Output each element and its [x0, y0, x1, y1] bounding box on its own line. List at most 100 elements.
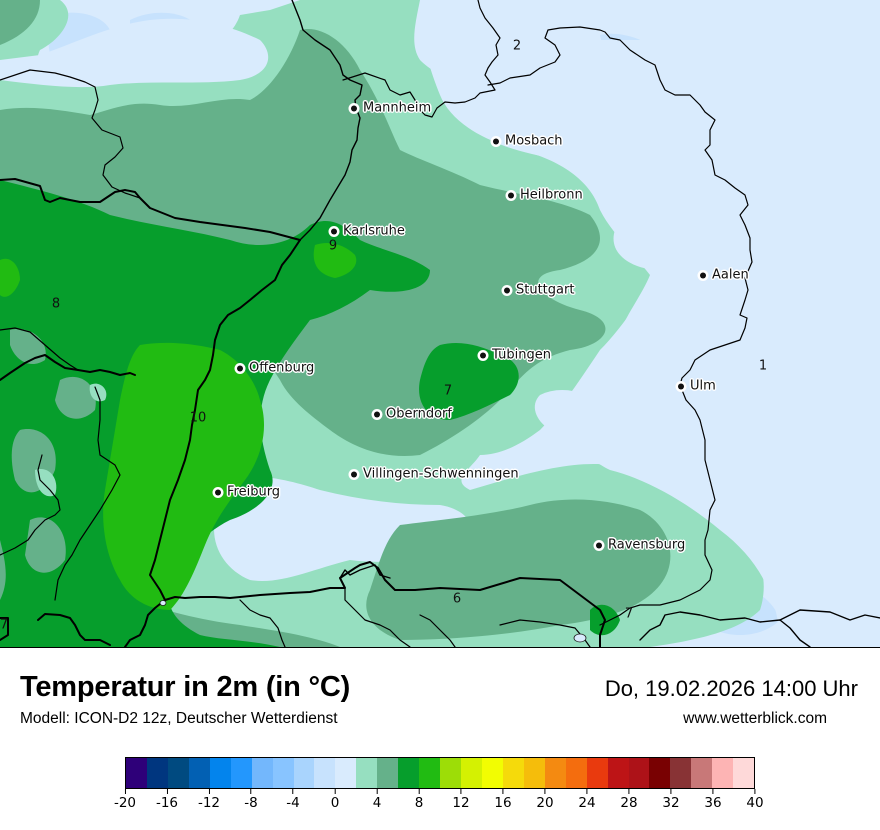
forecast-datetime: Do, 19.02.2026 14:00 Uhr	[604, 676, 858, 701]
city-dot-icon	[508, 192, 514, 198]
city-label-stuttgart: Stuttgart	[504, 283, 574, 298]
colorbar-segment	[461, 758, 482, 788]
tick-mark	[712, 789, 714, 794]
city-dot-icon	[678, 383, 684, 389]
isotherm-label: 6	[452, 591, 462, 607]
city-dot-icon	[351, 105, 357, 111]
colorbar-segment	[523, 758, 545, 788]
tick-mark	[166, 789, 168, 794]
city-dot-icon	[596, 542, 602, 548]
city-dot-icon	[700, 272, 706, 278]
tick-label: -4	[286, 795, 300, 811]
colorbar-segment	[293, 758, 315, 788]
tick-mark	[628, 789, 630, 794]
city-dot-icon	[351, 471, 357, 477]
colorbar-segment	[565, 758, 587, 788]
city-name: Stuttgart	[516, 282, 575, 298]
colorbar-segment	[251, 758, 273, 788]
colorbar-tick: 4	[372, 789, 382, 811]
city-dot-icon	[493, 138, 499, 144]
colorbar-segment	[440, 758, 461, 788]
tick-label: -16	[155, 795, 179, 811]
colorbar-segment	[188, 758, 210, 788]
colorbar-segment	[712, 758, 734, 788]
tick-mark	[292, 789, 294, 794]
city-name: Mannheim	[363, 100, 432, 116]
colorbar-tick: 20	[536, 789, 554, 811]
colorbar-segment	[146, 758, 168, 788]
colorbar-tick: 40	[746, 789, 764, 811]
tick-mark	[544, 789, 546, 794]
city-dot-icon	[237, 365, 243, 371]
isotherm-label: 7	[443, 383, 453, 399]
colorbar-segment	[167, 758, 189, 788]
tick-label: 0	[330, 795, 340, 811]
colorbar-segment	[586, 758, 608, 788]
city-label-mosbach: Mosbach	[493, 134, 563, 149]
isotherm-label: 7	[0, 617, 9, 633]
colorbar-tick: 0	[330, 789, 340, 811]
city-dot-icon	[480, 352, 486, 358]
city-name: Karlsruhe	[343, 223, 405, 239]
colorbar-segment	[649, 758, 671, 788]
city-label-karlsruhe: Karlsruhe	[331, 224, 405, 239]
tick-mark	[250, 789, 252, 794]
colorbar-segment	[272, 758, 294, 788]
isotherm-label: 2	[512, 38, 522, 54]
city-dot-icon	[374, 411, 380, 417]
colorbar-tick: 36	[704, 789, 722, 811]
colorbar-tick: -20	[114, 789, 136, 811]
tick-label: 28	[620, 795, 638, 811]
city-name: Heilbronn	[520, 187, 583, 203]
colorbar-tick: -8	[244, 789, 258, 811]
city-label-aalen: Aalen	[700, 268, 749, 283]
city-label-tuebingen: Tübingen	[480, 348, 551, 363]
model-subtitle: Modell: ICON-D2 12z, Deutscher Wetterdie…	[20, 710, 338, 727]
city-name: Offenburg	[249, 360, 315, 376]
temperature-map: Mannheim Mosbach Heilbronn Karlsruhe Aal…	[0, 0, 880, 648]
city-dot-icon	[215, 489, 221, 495]
colorbar-segment	[419, 758, 441, 788]
tick-mark	[334, 789, 336, 794]
city-label-villingen-schwenningen: Villingen-Schwenningen	[351, 467, 519, 482]
isotherm-label: 1	[758, 358, 768, 374]
map-title: Temperatur in 2m (in °C)	[20, 671, 351, 703]
tick-label: -20	[113, 795, 137, 811]
city-dot-icon	[331, 228, 337, 234]
colorbar-segment	[314, 758, 336, 788]
colorbar-segment	[209, 758, 231, 788]
tick-label: 36	[704, 795, 722, 811]
tick-label: 4	[372, 795, 382, 811]
colorbar-segment	[691, 758, 713, 788]
colorbar-segment	[398, 758, 420, 788]
tick-mark	[208, 789, 210, 794]
tick-mark	[124, 789, 126, 794]
tick-mark	[502, 789, 504, 794]
tick-mark	[586, 789, 588, 794]
city-name: Aalen	[712, 267, 749, 283]
tick-label: 12	[452, 795, 470, 811]
colorbar-segment	[670, 758, 692, 788]
colorbar-segment	[481, 758, 503, 788]
city-name: Ulm	[690, 378, 716, 394]
tick-label: 40	[746, 795, 764, 811]
isotherm-label: 7	[624, 606, 634, 622]
website-link[interactable]: www.wetterblick.com	[683, 710, 827, 727]
isotherm-label: 8	[51, 296, 61, 312]
colorbar-segment	[377, 758, 399, 788]
colorbar-segment	[544, 758, 566, 788]
temperature-colorbar	[125, 757, 755, 789]
colorbar-segment	[733, 758, 755, 788]
colorbar-segment	[502, 758, 524, 788]
tick-label: -8	[244, 795, 258, 811]
tick-label: 32	[662, 795, 680, 811]
city-label-freiburg: Freiburg	[215, 485, 280, 500]
city-name: Freiburg	[227, 484, 281, 500]
colorbar-tick: -4	[286, 789, 300, 811]
colorbar-segment	[126, 758, 147, 788]
city-name: Oberndorf	[386, 406, 452, 422]
tick-label: 16	[494, 795, 512, 811]
tick-label: -12	[197, 795, 221, 811]
tick-mark	[418, 789, 420, 794]
colorbar-tick: -12	[198, 789, 220, 811]
